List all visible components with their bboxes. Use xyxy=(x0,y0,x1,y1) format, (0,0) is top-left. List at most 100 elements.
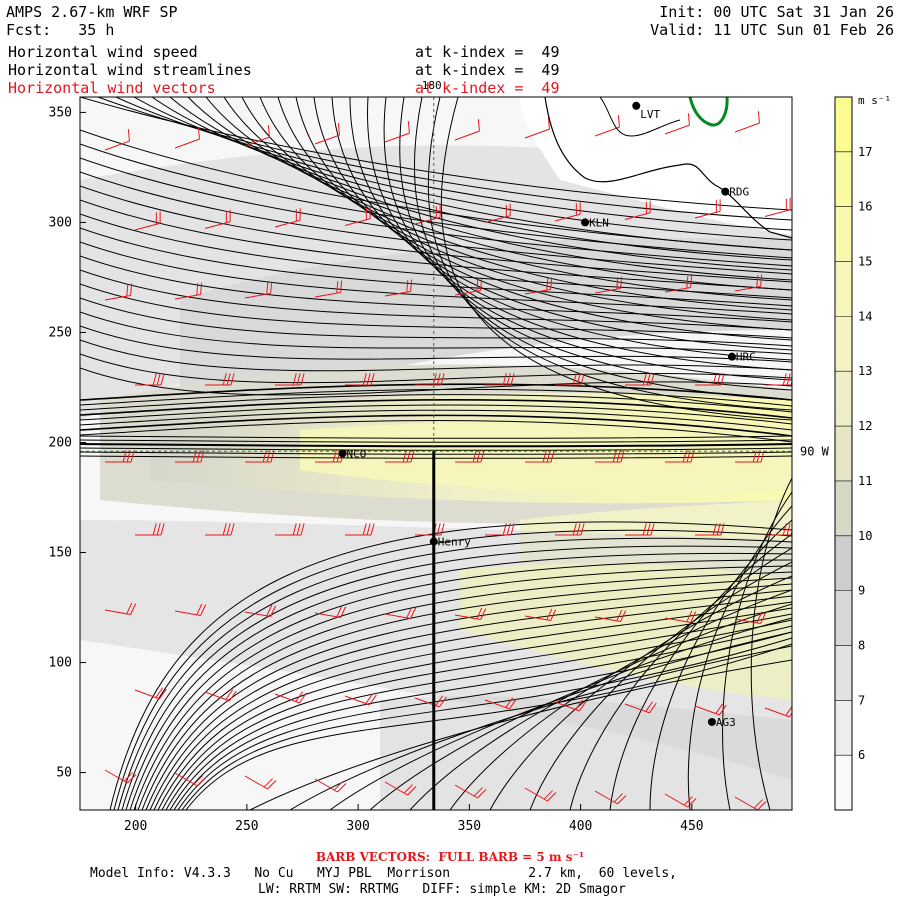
barb-flag xyxy=(440,373,445,386)
wind-barb xyxy=(664,124,690,135)
barb-flag xyxy=(543,790,553,800)
barb-flag xyxy=(753,799,763,809)
barb-flag xyxy=(756,611,763,624)
streamline xyxy=(80,297,792,347)
streamline xyxy=(529,561,792,810)
wind-barb xyxy=(104,609,131,616)
barb-flag xyxy=(336,281,339,294)
forecast-label-text: Fcst: xyxy=(6,21,52,39)
barb-flag xyxy=(292,373,297,386)
wind-barb xyxy=(594,616,621,623)
barb-flag xyxy=(620,610,627,622)
wind-barb xyxy=(554,701,580,712)
barb-flag xyxy=(292,523,297,536)
barb-flag xyxy=(156,523,161,536)
streamline xyxy=(80,435,792,439)
field-name-speed: Horizontal wind speed xyxy=(8,43,198,61)
streamline xyxy=(153,595,792,810)
forecast-label: Fcst: 35 h xyxy=(6,22,114,38)
streamline xyxy=(117,537,792,810)
wind-barb xyxy=(314,291,341,298)
wind-barb xyxy=(204,691,230,702)
barb-flag xyxy=(122,450,127,463)
barb-flag xyxy=(716,523,721,536)
wind-barb xyxy=(344,695,370,706)
barb-flag xyxy=(130,283,133,296)
barb-flag xyxy=(716,373,721,386)
streamline xyxy=(113,529,792,810)
station-label: HRC xyxy=(736,351,756,364)
streamline xyxy=(141,577,792,810)
station-dot xyxy=(429,537,438,546)
barb-flag xyxy=(789,712,792,718)
y-tick-label: 100 xyxy=(49,656,72,671)
barb-flag xyxy=(756,450,761,463)
barb-flag xyxy=(617,115,620,128)
field-level-speed: at k-index = 49 xyxy=(415,43,560,61)
streamline xyxy=(133,565,792,810)
barb-flag xyxy=(642,373,647,386)
streamline xyxy=(80,443,792,448)
barb-flag xyxy=(296,373,301,386)
barb-flag xyxy=(410,450,415,463)
barb-flag xyxy=(550,609,557,621)
barb-flag xyxy=(192,450,197,463)
valid-time: Valid: 11 UTC Sun 01 Feb 26 xyxy=(650,21,894,39)
barb-flag xyxy=(196,450,201,463)
barb-flag xyxy=(760,274,763,287)
streamline xyxy=(80,451,792,455)
barb-flag xyxy=(362,373,367,386)
streamline xyxy=(80,447,792,451)
barb-flag xyxy=(197,777,207,787)
barb-flag xyxy=(410,279,413,292)
barb-flag xyxy=(435,695,444,706)
streamline xyxy=(80,439,792,443)
wind-barb xyxy=(344,218,371,226)
barb-flag xyxy=(712,523,717,536)
barb-flag xyxy=(612,450,617,463)
barb-flag xyxy=(193,775,203,785)
barb-flag xyxy=(616,609,623,622)
barb-flag xyxy=(407,786,417,796)
barb-flag xyxy=(226,523,231,536)
barb-flag xyxy=(510,373,515,386)
wind-barb xyxy=(524,787,548,802)
barb-flag xyxy=(130,603,137,615)
barb-flag xyxy=(332,450,337,463)
barb-flag xyxy=(786,523,791,536)
barb-flag xyxy=(682,450,687,463)
barb-flag xyxy=(266,450,271,463)
barb-flag xyxy=(296,523,301,536)
wind-barb xyxy=(624,703,650,714)
barb-flag xyxy=(126,602,133,615)
barb-flag xyxy=(646,523,651,536)
streamline xyxy=(187,97,792,271)
streamline xyxy=(369,617,792,810)
wind-barb xyxy=(174,138,200,149)
streamline xyxy=(80,420,792,443)
barb-flag xyxy=(575,699,584,710)
barb-flag xyxy=(683,796,693,806)
barb-flag xyxy=(295,691,304,702)
barb-flag xyxy=(477,789,487,799)
station-label: NCO xyxy=(347,448,367,461)
wind-barb xyxy=(414,216,441,225)
wind-barb xyxy=(454,130,480,141)
barb-flag xyxy=(263,778,273,788)
barb-flag xyxy=(407,121,410,134)
barb-flag xyxy=(550,450,555,463)
barb-flag xyxy=(333,781,343,791)
barb-flag xyxy=(649,702,657,714)
wind-barb xyxy=(454,614,481,621)
streamline xyxy=(80,157,792,267)
barb-flag xyxy=(546,278,549,291)
barb-flag xyxy=(473,787,483,797)
wind-barb xyxy=(524,615,551,622)
barb-flag xyxy=(440,523,445,536)
streamline xyxy=(750,477,792,810)
streamline xyxy=(409,603,792,810)
field-name-vectors: Horizontal wind vectors xyxy=(8,79,216,97)
field-level-streamlines: at k-index = 49 xyxy=(415,61,560,79)
barb-flag xyxy=(369,694,377,706)
